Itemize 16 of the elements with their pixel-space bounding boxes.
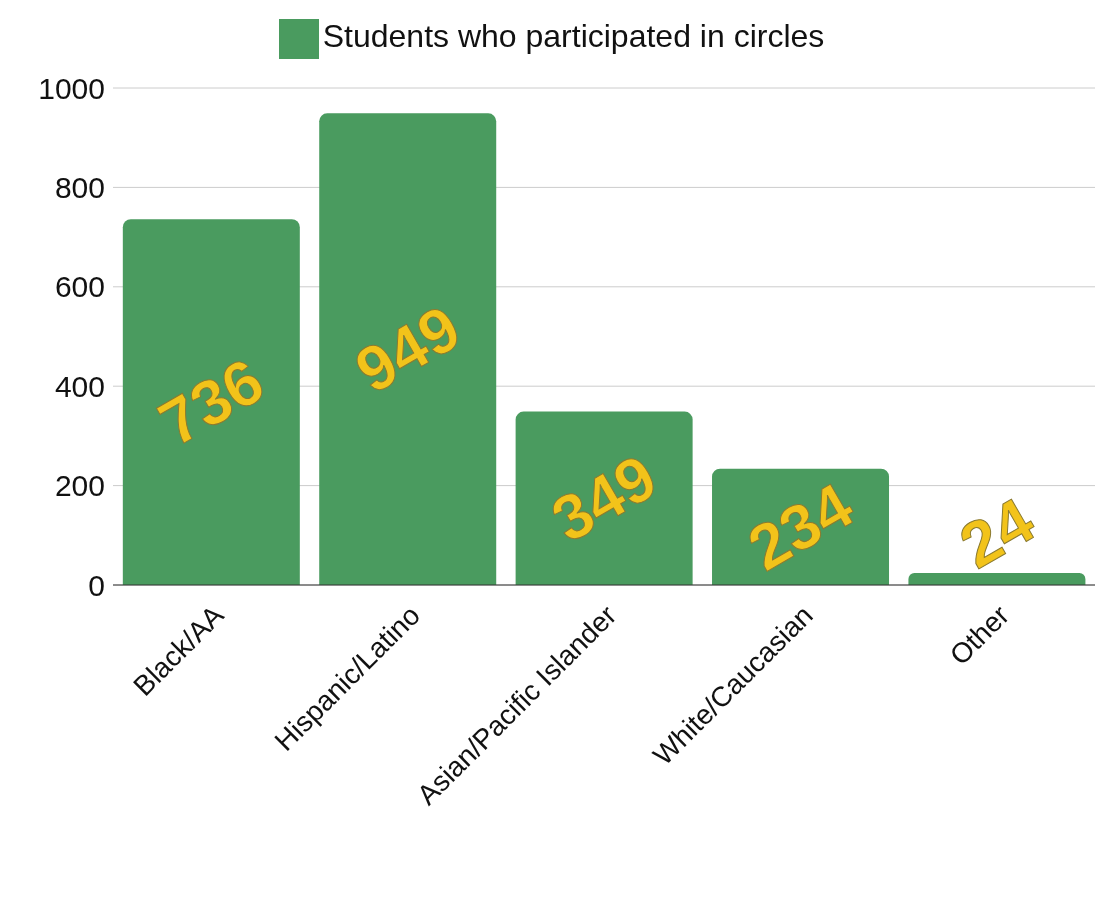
legend-label: Students who participated in circles <box>322 18 825 54</box>
y-tick-label: 400 <box>54 369 105 403</box>
y-tick-label: 800 <box>54 171 105 205</box>
y-tick-label: 600 <box>54 270 105 304</box>
data-label: 349 <box>539 440 669 557</box>
bar <box>908 573 1086 585</box>
bar <box>122 219 300 585</box>
data-label: 949 <box>343 291 472 408</box>
y-tick-label: 0 <box>88 568 105 602</box>
y-tick-label: 1000 <box>38 71 105 105</box>
data-label: 24 <box>948 483 1047 583</box>
data-label: 234 <box>736 468 866 585</box>
y-tick-label: 200 <box>54 469 105 503</box>
bar <box>515 411 693 585</box>
data-label: 736 <box>147 344 276 460</box>
bar <box>319 113 497 585</box>
